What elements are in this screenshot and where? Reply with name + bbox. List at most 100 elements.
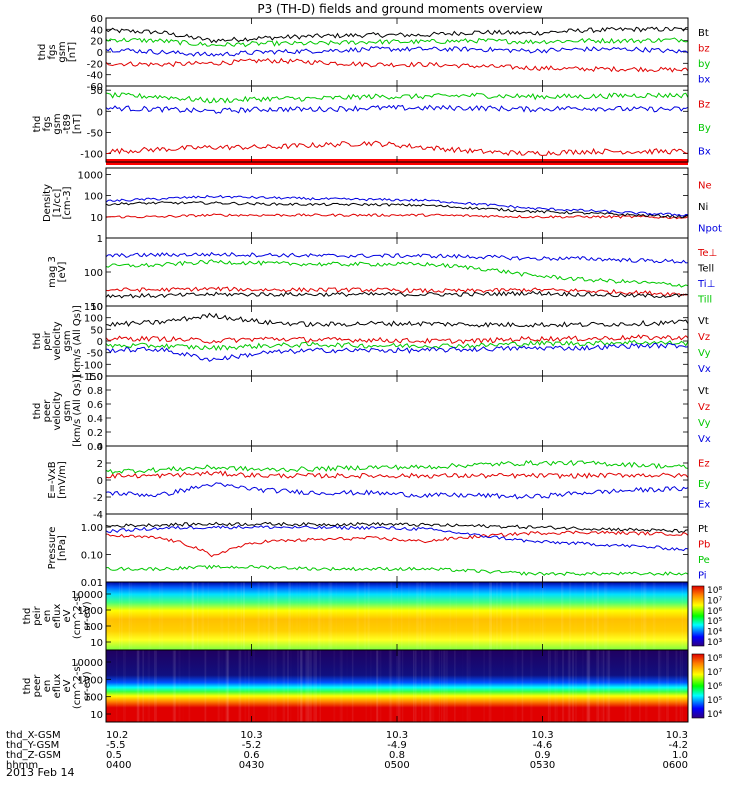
spectrogram-texture	[645, 650, 648, 722]
y-tick-label: 100	[84, 622, 103, 633]
spectrogram-texture	[390, 582, 393, 650]
y-axis-label: (cm^2-s-	[72, 662, 83, 709]
legend-by: By	[698, 123, 711, 134]
spectrogram-texture	[548, 650, 551, 722]
spectrogram-texture	[160, 582, 164, 650]
spectrogram-texture	[568, 582, 572, 650]
y-tick-label: 50	[90, 325, 103, 336]
spectrogram-texture	[297, 650, 299, 722]
y-axis-label: gsm	[52, 113, 63, 134]
spectrogram-texture	[287, 650, 289, 722]
spectrogram-texture	[561, 582, 564, 650]
spectrogram-texture	[393, 582, 396, 650]
spectrogram-texture	[110, 582, 112, 650]
ephemeris-row-label: thd_Y-GSM	[6, 740, 59, 751]
spectrogram-texture	[272, 582, 273, 650]
spectrogram-texture	[639, 650, 641, 722]
y-tick-label: 100	[84, 192, 103, 203]
spectrogram-texture	[142, 650, 144, 722]
spectrogram-texture	[292, 582, 293, 650]
legend-vy: Vy	[698, 348, 711, 359]
spectrogram-texture	[510, 582, 513, 650]
spectrogram-texture	[630, 582, 632, 650]
spectrogram-texture	[220, 582, 224, 650]
spectrogram-texture	[116, 650, 118, 722]
y-axis-label: E=-VxB	[47, 461, 58, 498]
spectrogram-texture	[606, 650, 609, 722]
colorbar-tick-label: 10⁶	[707, 682, 722, 692]
plot-title: P3 (TH-D) fields and ground moments over…	[257, 2, 542, 16]
ephemeris-value: 0.6	[244, 750, 260, 761]
spectrogram-texture	[330, 582, 333, 650]
spectrogram-texture	[454, 582, 457, 650]
series-vy-line	[105, 339, 689, 352]
legend-bt: Bt	[698, 28, 709, 39]
ephemeris-value: -4.2	[668, 740, 688, 751]
colorbar-tick-label: 10⁴	[707, 628, 722, 638]
colorbar-tick-label: 10⁷	[707, 596, 722, 606]
spectrogram-texture	[154, 650, 157, 722]
spectrogram-texture	[419, 650, 420, 722]
spectrogram-texture	[261, 582, 263, 650]
spectrogram-texture	[416, 582, 419, 650]
spectrogram-texture	[343, 582, 344, 650]
spectrogram-texture	[454, 650, 456, 722]
y-tick-label: 10	[90, 302, 103, 313]
y-tick-label: -100	[80, 360, 103, 371]
spectrogram-texture	[282, 650, 286, 722]
y-tick-label: 0	[97, 337, 103, 348]
spectrogram-texture	[159, 582, 160, 650]
panel-7: 4 2 0 -2 -4 E=-VxB [mV/m] Ez Ey Ex	[47, 442, 710, 521]
y-axis-label: [km/s (All Qs)]	[72, 305, 83, 377]
ephemeris-value: 10.3	[531, 730, 553, 741]
spectrogram-texture	[582, 650, 584, 722]
series-ti-line	[105, 251, 689, 264]
spectrogram-texture	[423, 582, 426, 650]
spectrogram-texture	[415, 650, 417, 722]
spectrogram	[106, 650, 688, 722]
spectrogram-texture	[521, 650, 524, 722]
spectrogram-texture	[681, 650, 684, 722]
spectrogram-texture	[307, 650, 309, 722]
spectrogram-texture	[513, 650, 515, 722]
ephemeris-value: -5.5	[106, 740, 126, 751]
y-tick-label: 50	[90, 86, 103, 97]
legend-bx: Bx	[698, 146, 711, 157]
y-tick-label: 40	[90, 25, 103, 36]
spectrogram-texture	[603, 582, 606, 650]
spectrogram-texture	[611, 582, 613, 650]
ephemeris-row-label: hhmm	[6, 760, 38, 771]
spectrogram-texture	[220, 650, 223, 722]
series-vz-line	[105, 334, 689, 345]
spectrogram-texture	[299, 650, 303, 722]
y-axis-label: [cm-3]	[62, 186, 73, 219]
legend-pb: Pb	[698, 539, 710, 550]
ephemeris-value: 0430	[239, 760, 264, 771]
spectrogram-texture	[234, 582, 238, 650]
spectrogram-texture	[419, 582, 422, 650]
y-axis-label: eV	[62, 679, 73, 692]
y-tick-label: -50	[87, 349, 103, 360]
colorbar	[691, 585, 705, 647]
y-axis-label: sr-eV)	[82, 671, 93, 700]
y-tick-label: -150	[80, 372, 103, 383]
spectrogram-texture	[675, 650, 678, 722]
y-tick-label: -60	[87, 82, 103, 93]
spectrogram-texture	[380, 650, 382, 722]
y-axis-label: [nT]	[72, 114, 83, 134]
y-axis-label: thd	[32, 403, 43, 420]
panel-2: 50 0 -50 -100 thd fgs gsm -t89 [nT] Bz By Bx	[32, 85, 711, 165]
spectrogram-texture	[289, 582, 291, 650]
spectrogram-texture	[641, 582, 643, 650]
ephemeris-value: 10.3	[386, 730, 408, 741]
spectrogram-texture	[515, 650, 517, 722]
spectrogram-texture	[288, 582, 292, 650]
spectrogram-texture	[376, 650, 379, 722]
spectrogram-texture	[129, 582, 132, 650]
spectrogram-texture	[121, 582, 123, 650]
spectrogram-texture	[183, 582, 185, 650]
spectrogram-texture	[275, 582, 278, 650]
series-ne-line	[105, 213, 689, 220]
spectrogram-texture	[449, 582, 450, 650]
